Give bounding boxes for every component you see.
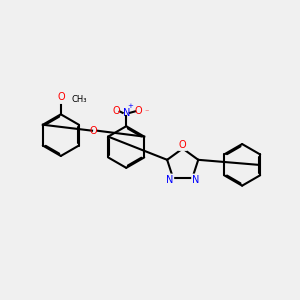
Text: N: N (192, 175, 200, 184)
Text: ⁻: ⁻ (145, 107, 149, 116)
Text: O: O (57, 92, 64, 102)
Text: N: N (122, 108, 130, 118)
Text: O: O (179, 140, 187, 150)
Text: +: + (128, 103, 134, 109)
Text: CH₃: CH₃ (71, 95, 87, 104)
Text: O: O (113, 106, 121, 116)
Text: O: O (90, 126, 97, 136)
Text: N: N (166, 175, 173, 184)
Text: O: O (135, 106, 142, 116)
